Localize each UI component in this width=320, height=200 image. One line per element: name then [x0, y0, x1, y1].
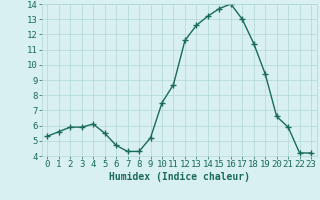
X-axis label: Humidex (Indice chaleur): Humidex (Indice chaleur): [109, 172, 250, 182]
